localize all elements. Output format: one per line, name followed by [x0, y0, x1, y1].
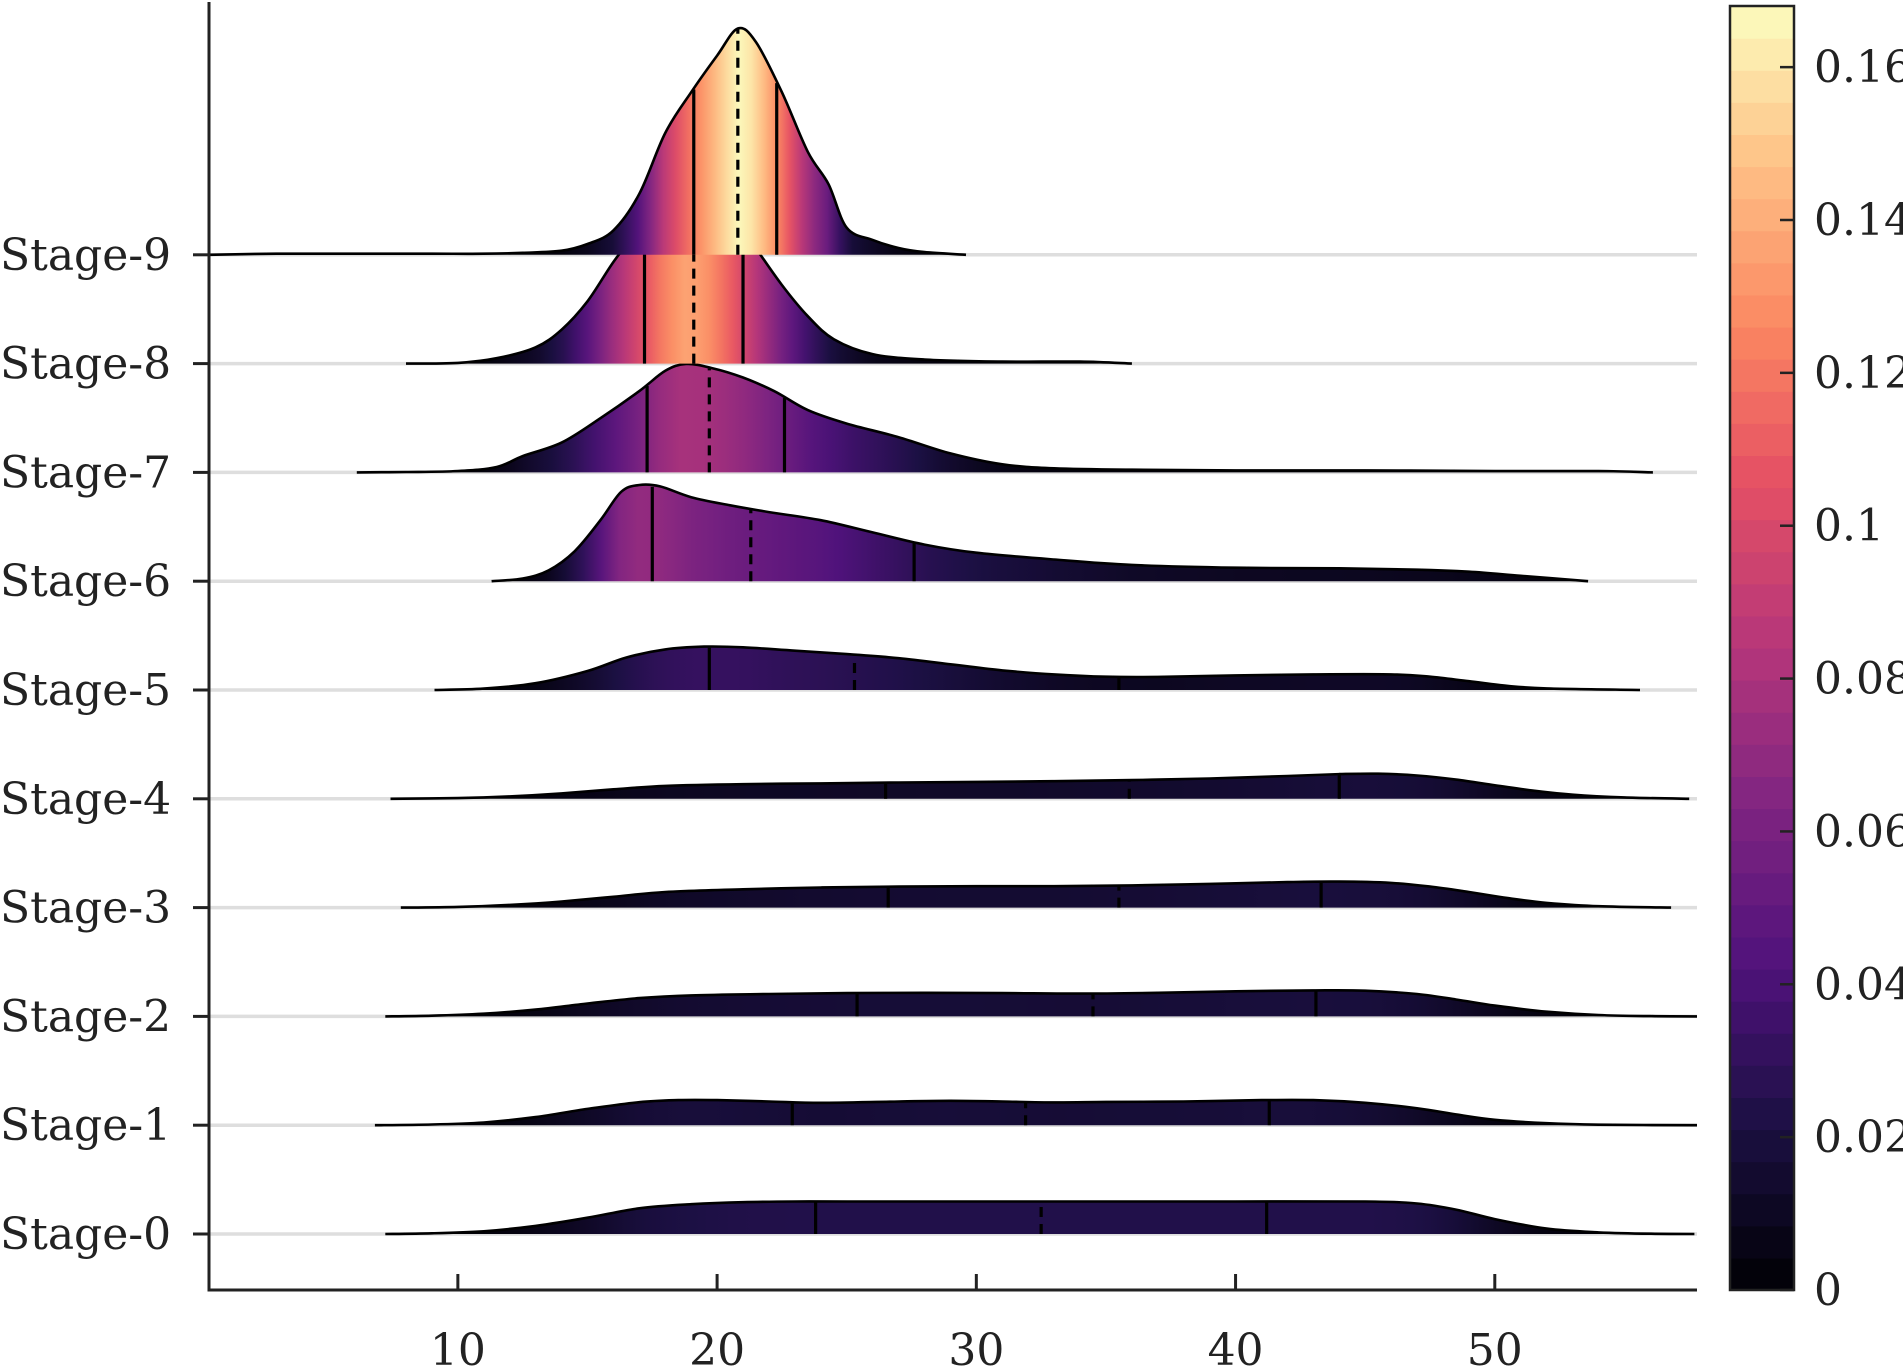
colorbar-band: [1730, 359, 1794, 392]
colorbar-band: [1730, 230, 1794, 264]
colorbar-band: [1730, 198, 1794, 232]
colorbar-band: [1730, 294, 1794, 328]
ridge-fill: [356, 363, 1653, 473]
ridge-stage-7: [356, 362, 1653, 474]
y-tick-label: Stage-9: [0, 230, 171, 281]
colorbar-band: [1730, 1097, 1794, 1131]
ridge-outline: [385, 988, 1698, 1018]
colorbar-frame: [1728, 4, 1796, 1292]
y-tick-label: Stage-5: [0, 665, 171, 716]
ridge-fill: [385, 1201, 1695, 1234]
colorbar-band: [1730, 262, 1794, 296]
ridge-stage-4: [390, 772, 1690, 801]
colorbar-band: [1730, 744, 1794, 777]
colorbar-band: [1730, 1001, 1794, 1034]
colorbar-band: [1730, 776, 1794, 810]
x-tick-label: 20: [689, 1325, 745, 1370]
colorbar-band: [1730, 904, 1794, 938]
ridge-fill: [434, 646, 1640, 690]
axes: Stage-0 Stage-1 Stage-2 Stage-3 Stage-4 Stage…: [0, 2, 1697, 1370]
colorbar-band: [1730, 102, 1794, 135]
colorbar-band: [1730, 1065, 1794, 1098]
ridge-outline: [434, 645, 1641, 692]
y-tick-label: Stage-3: [0, 883, 171, 934]
ridge-stage-3: [400, 880, 1672, 909]
colorbar-band: [1730, 166, 1794, 200]
ridge-fill: [491, 484, 1589, 582]
colorbar-band: [1730, 1129, 1794, 1163]
ridge-stage-5: [434, 645, 1641, 692]
y-tick-label: Stage-7: [0, 447, 171, 498]
x-tick-label: 50: [1467, 1325, 1523, 1370]
ridge-outline: [374, 1098, 1698, 1127]
colorbar-band: [1730, 712, 1794, 745]
ridge-fill: [400, 881, 1672, 908]
colorbar-band: [1730, 487, 1794, 521]
y-tick-label: Stage-0: [0, 1209, 171, 1260]
ridge-fill: [209, 28, 966, 255]
colorbar-band: [1730, 1161, 1794, 1195]
colorbar-tick-label: 0.06: [1814, 806, 1903, 857]
colorbar-band: [1730, 936, 1794, 970]
colorbar-tick-label: 0.1: [1814, 501, 1884, 552]
colorbar-tick-label: 0.14: [1814, 195, 1903, 246]
colorbar-band: [1730, 583, 1794, 617]
colorbar-band: [1730, 391, 1794, 424]
ridge-fill: [385, 990, 1697, 1017]
y-tick-label: Stage-6: [0, 556, 171, 607]
baseline-gridlines: [209, 253, 1697, 1236]
colorbar-tick-label: 0.12: [1814, 348, 1903, 399]
colorbar-band: [1730, 615, 1794, 649]
colorbar-band: [1730, 70, 1794, 103]
ridge-stage-1: [374, 1098, 1698, 1127]
colorbar-band: [1730, 327, 1794, 360]
colorbar-tick-label: 0.08: [1814, 654, 1903, 705]
colorbar-tick-label: 0: [1814, 1265, 1842, 1316]
colorbar-band: [1730, 648, 1794, 681]
colorbar-band: [1730, 680, 1794, 713]
colorbar-band: [1730, 551, 1794, 585]
ridge-outline: [385, 1200, 1695, 1236]
ridge-fill: [390, 773, 1690, 799]
y-tick-label: Stage-1: [0, 1100, 171, 1151]
colorbar-band: [1730, 1225, 1794, 1259]
colorbar-band: [1730, 6, 1794, 39]
colorbar-band: [1730, 1033, 1794, 1066]
ridge-outline: [400, 880, 1672, 909]
x-tick-label: 10: [430, 1325, 486, 1370]
colorbar-tick-label: 0.02: [1814, 1112, 1903, 1163]
ridge-outline: [491, 483, 1589, 583]
colorbar-band: [1730, 1257, 1794, 1291]
colorbar-tick-label: 0.16: [1814, 42, 1903, 93]
ridge-fill: [406, 177, 1132, 364]
ridge-outline: [390, 772, 1690, 801]
colorbar-band: [1730, 455, 1794, 489]
ridge-outline: [208, 26, 967, 257]
ridge-stage-9: [208, 26, 967, 257]
colorbar-band: [1730, 840, 1794, 874]
colorbar-tick-label: 0.04: [1814, 959, 1903, 1010]
x-tick-label: 30: [948, 1325, 1004, 1370]
ridge-stage-2: [385, 988, 1698, 1018]
y-tick-label: Stage-4: [0, 774, 171, 825]
ridge-stage-6: [491, 483, 1589, 583]
colorbar-band: [1730, 134, 1794, 168]
colorbar-band: [1730, 808, 1794, 842]
colorbar-band: [1730, 1193, 1794, 1227]
colorbar: 0 0.02 0.04 0.06 0.08 0.1 0.12 0.14 0.16: [1728, 4, 1903, 1316]
ridge-fill: [374, 1099, 1697, 1126]
y-tick-label: Stage-2: [0, 991, 171, 1042]
colorbar-band: [1730, 872, 1794, 906]
colorbar-band: [1730, 423, 1794, 456]
x-tick-label: 40: [1208, 1325, 1264, 1370]
y-tick-label: Stage-8: [0, 339, 171, 390]
colorbar-band: [1730, 38, 1794, 71]
ridge-stage-0: [385, 1200, 1695, 1236]
ridge-series-layer: [208, 26, 1698, 1236]
ridge-outline: [356, 362, 1653, 474]
